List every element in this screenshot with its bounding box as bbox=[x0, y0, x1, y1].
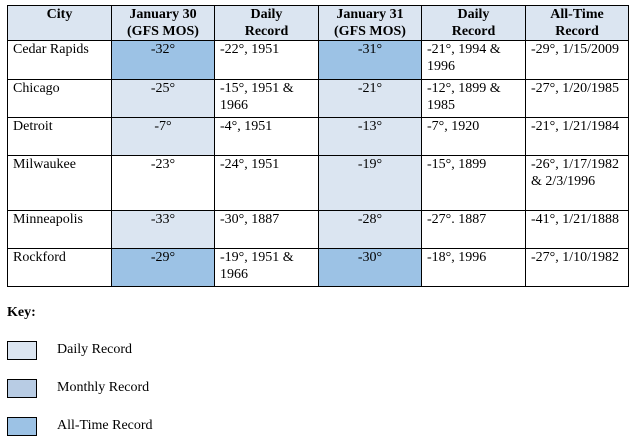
all-time-record-cell: -27°, 1/20/1985 bbox=[525, 79, 629, 118]
daily-record-jan30-cell: -22°, 1951 bbox=[214, 40, 319, 80]
header-daily-record-2: Daily Record bbox=[421, 5, 526, 41]
jan31-forecast-cell: -13° bbox=[318, 117, 422, 156]
jan30-forecast-cell: -33° bbox=[111, 210, 215, 249]
header-all-time-record: All-Time Record bbox=[525, 5, 629, 41]
daily-record-jan31-cell: -27°. 1887 bbox=[421, 210, 526, 249]
header-row: City January 30 (GFS MOS) Daily Record Jan… bbox=[7, 5, 629, 41]
city-cell: Rockford bbox=[7, 248, 112, 287]
daily-record-jan30-cell: -30°, 1887 bbox=[214, 210, 319, 249]
daily-record-jan30-cell: -15°, 1951 & 1966 bbox=[214, 79, 319, 118]
daily-record-jan30-cell: -24°, 1951 bbox=[214, 155, 319, 211]
daily-record-jan31-cell: -15°, 1899 bbox=[421, 155, 526, 211]
table-row: Minneapolis -33° -30°, 1887 -28° -27°. 1… bbox=[7, 210, 629, 249]
jan30-forecast-cell: -32° bbox=[111, 40, 215, 80]
daily-record-jan30-cell: -19°, 1951 & 1966 bbox=[214, 248, 319, 287]
daily-record-jan31-cell: -7°, 1920 bbox=[421, 117, 526, 156]
daily-record-jan31-cell: -12°, 1899 & 1985 bbox=[421, 79, 526, 118]
table-row: Milwaukee -23° -24°, 1951 -19° -15°, 189… bbox=[7, 155, 629, 211]
key-label: All-Time Record bbox=[57, 418, 153, 433]
table-row: Chicago -25° -15°, 1951 & 1966 -21° -12°… bbox=[7, 79, 629, 118]
jan31-forecast-cell: -19° bbox=[318, 155, 422, 211]
all-time-record-cell: -21°, 1/21/1984 bbox=[525, 117, 629, 156]
jan30-forecast-cell: -25° bbox=[111, 79, 215, 118]
jan31-forecast-cell: -31° bbox=[318, 40, 422, 80]
daily-record-jan31-cell: -21°, 1994 & 1996 bbox=[421, 40, 526, 80]
all-time-record-cell: -41°, 1/21/1888 bbox=[525, 210, 629, 249]
city-cell: Cedar Rapids bbox=[7, 40, 112, 80]
city-cell: Minneapolis bbox=[7, 210, 112, 249]
daily-record-swatch bbox=[7, 341, 37, 360]
all-time-record-cell: -26°, 1/17/1982 & 2/3/1996 bbox=[525, 155, 629, 211]
jan30-forecast-cell: -7° bbox=[111, 117, 215, 156]
all-time-record-cell: -29°, 1/15/2009 bbox=[525, 40, 629, 80]
header-jan31: January 31 (GFS MOS) bbox=[318, 5, 422, 41]
header-jan30: January 30 (GFS MOS) bbox=[111, 5, 215, 41]
table-row: Cedar Rapids -32° -22°, 1951 -31° -21°, … bbox=[7, 40, 629, 80]
header-city: City bbox=[7, 5, 112, 41]
key-label: Daily Record bbox=[57, 342, 133, 357]
header-daily-record-1: Daily Record bbox=[214, 5, 319, 41]
jan30-forecast-cell: -23° bbox=[111, 155, 215, 211]
all-time-record-cell: -27°, 1/10/1982 bbox=[525, 248, 629, 287]
city-cell: Milwaukee bbox=[7, 155, 112, 211]
daily-record-jan30-cell: -4°, 1951 bbox=[214, 117, 319, 156]
all-time-record-swatch bbox=[7, 417, 37, 436]
table-row: Detroit -7° -4°, 1951 -13° -7°, 1920 -21… bbox=[7, 117, 629, 156]
jan30-forecast-cell: -29° bbox=[111, 248, 215, 287]
key-title: Key: bbox=[7, 305, 36, 320]
key-label: Monthly Record bbox=[57, 380, 150, 395]
city-cell: Chicago bbox=[7, 79, 112, 118]
temperature-records-table: City January 30 (GFS MOS) Daily Record Jan… bbox=[7, 5, 629, 287]
city-cell: Detroit bbox=[7, 117, 112, 156]
table-row: Rockford -29° -19°, 1951 & 1966 -30° -18… bbox=[7, 248, 629, 287]
monthly-record-swatch bbox=[7, 379, 37, 398]
daily-record-jan31-cell: -18°, 1996 bbox=[421, 248, 526, 287]
jan31-forecast-cell: -21° bbox=[318, 79, 422, 118]
jan31-forecast-cell: -28° bbox=[318, 210, 422, 249]
jan31-forecast-cell: -30° bbox=[318, 248, 422, 287]
